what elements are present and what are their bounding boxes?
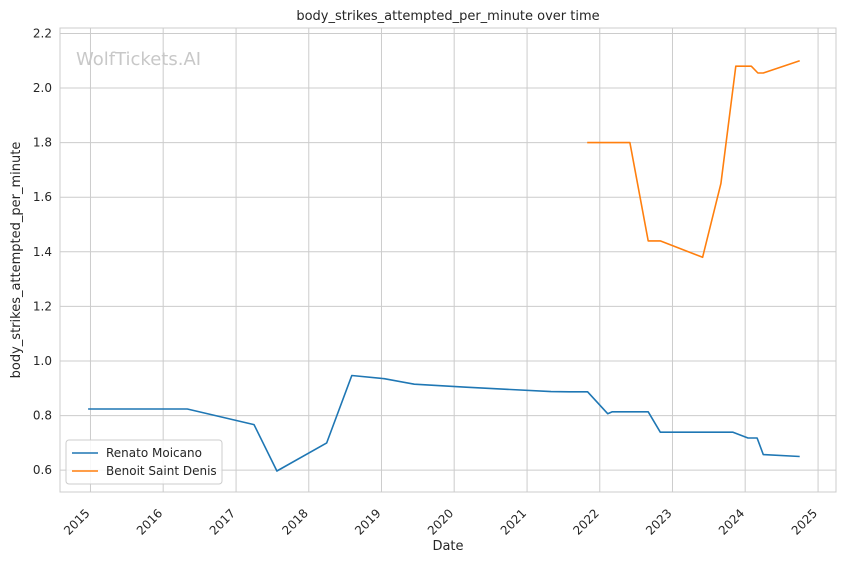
y-tick-label: 0.8 — [33, 409, 52, 423]
series-line-benoit-saint-denis — [587, 60, 800, 259]
y-tick-label: 1.6 — [33, 190, 52, 204]
watermark-text: WolfTickets.AI — [76, 49, 201, 70]
y-tick-label: 1.8 — [33, 136, 52, 150]
legend-box — [65, 439, 223, 485]
series-line-renato-moicano — [88, 374, 800, 472]
plot-area-border — [59, 27, 837, 493]
series-layer — [88, 60, 800, 472]
gridlines — [60, 28, 836, 492]
y-tick-label: 1.4 — [33, 245, 52, 259]
y-axis-label: body_strikes_attempted_per_minute — [9, 142, 24, 379]
legend-label-benoit-saint-denis: Benoit Saint Denis — [106, 464, 217, 478]
y-tick-label: 2.2 — [33, 26, 52, 40]
chart-title: body_strikes_attempted_per_minute over t… — [296, 9, 599, 24]
y-tick-label: 1.2 — [33, 299, 52, 313]
x-axis-label: Date — [432, 539, 463, 554]
legend: Renato Moicano Benoit Saint Denis — [65, 439, 223, 485]
y-tick-label: 2.0 — [33, 81, 52, 95]
legend-label-renato-moicano: Renato Moicano — [106, 446, 202, 460]
y-tick-label: 1.0 — [33, 354, 52, 368]
y-tick-label: 0.6 — [33, 463, 52, 477]
